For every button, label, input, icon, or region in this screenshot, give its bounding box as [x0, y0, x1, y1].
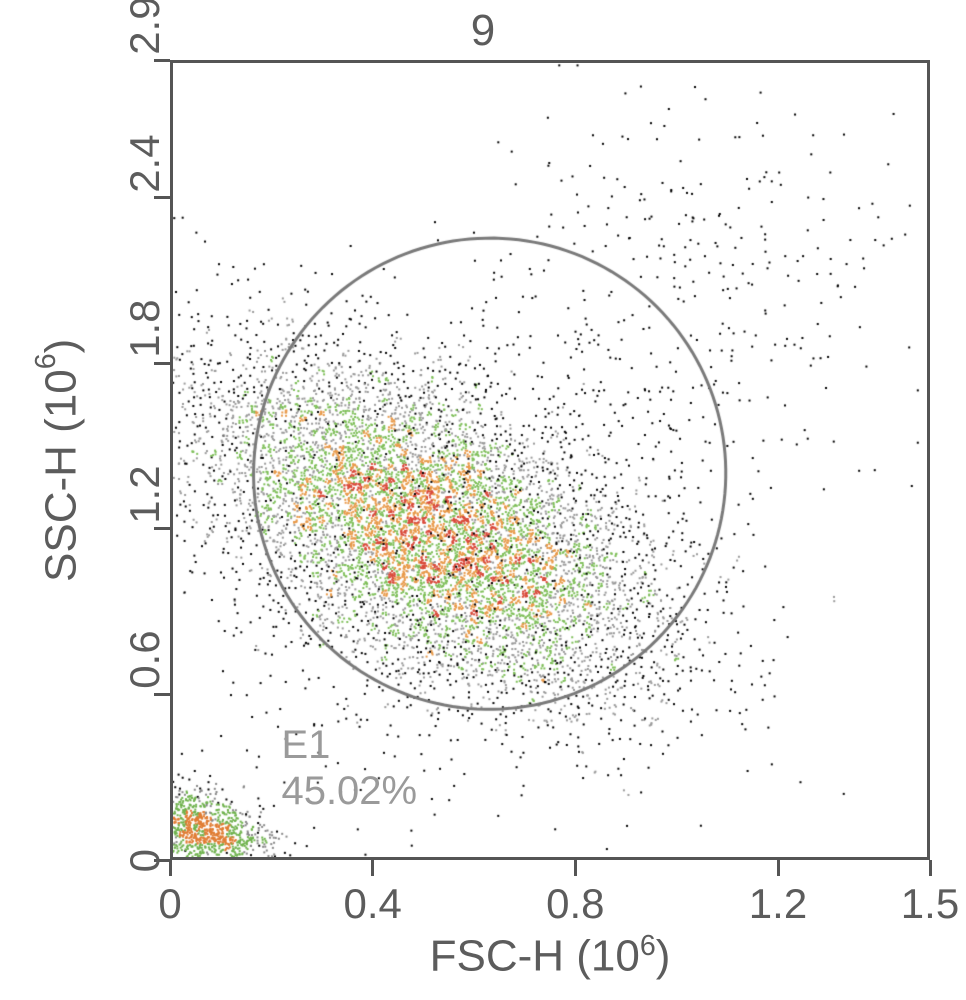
y-tick-label: 1.8 [121, 300, 169, 358]
y-tick [154, 693, 170, 696]
chart-container: 9 SSC-H (106) FSC-H (106) 00.40.81.21.50… [0, 0, 966, 1000]
gate-percent: 45.02% [281, 768, 417, 814]
x-tick-label: 0.8 [546, 880, 604, 928]
x-tick-label: 1.2 [749, 880, 807, 928]
x-tick [929, 860, 932, 876]
y-tick-label: 2.4 [121, 134, 169, 192]
gate-name: E1 [281, 722, 417, 768]
y-tick [154, 59, 170, 62]
y-tick-label: 0 [121, 849, 169, 872]
x-tick [574, 860, 577, 876]
x-tick-label: 0 [158, 880, 181, 928]
y-tick [154, 362, 170, 365]
y-tick-label: 2.9 [121, 0, 169, 55]
y-tick [154, 196, 170, 199]
x-tick-label: 0.4 [343, 880, 401, 928]
y-tick-label: 1.2 [121, 465, 169, 523]
gate-label: E1 45.02% [281, 722, 417, 814]
y-axis-label: SSC-H (106) [30, 60, 87, 860]
x-axis-label: FSC-H (106) [170, 930, 930, 982]
x-tick-label: 1.5 [901, 880, 959, 928]
x-tick [371, 860, 374, 876]
x-tick [777, 860, 780, 876]
y-tick [154, 527, 170, 530]
y-tick-label: 0.6 [121, 631, 169, 689]
